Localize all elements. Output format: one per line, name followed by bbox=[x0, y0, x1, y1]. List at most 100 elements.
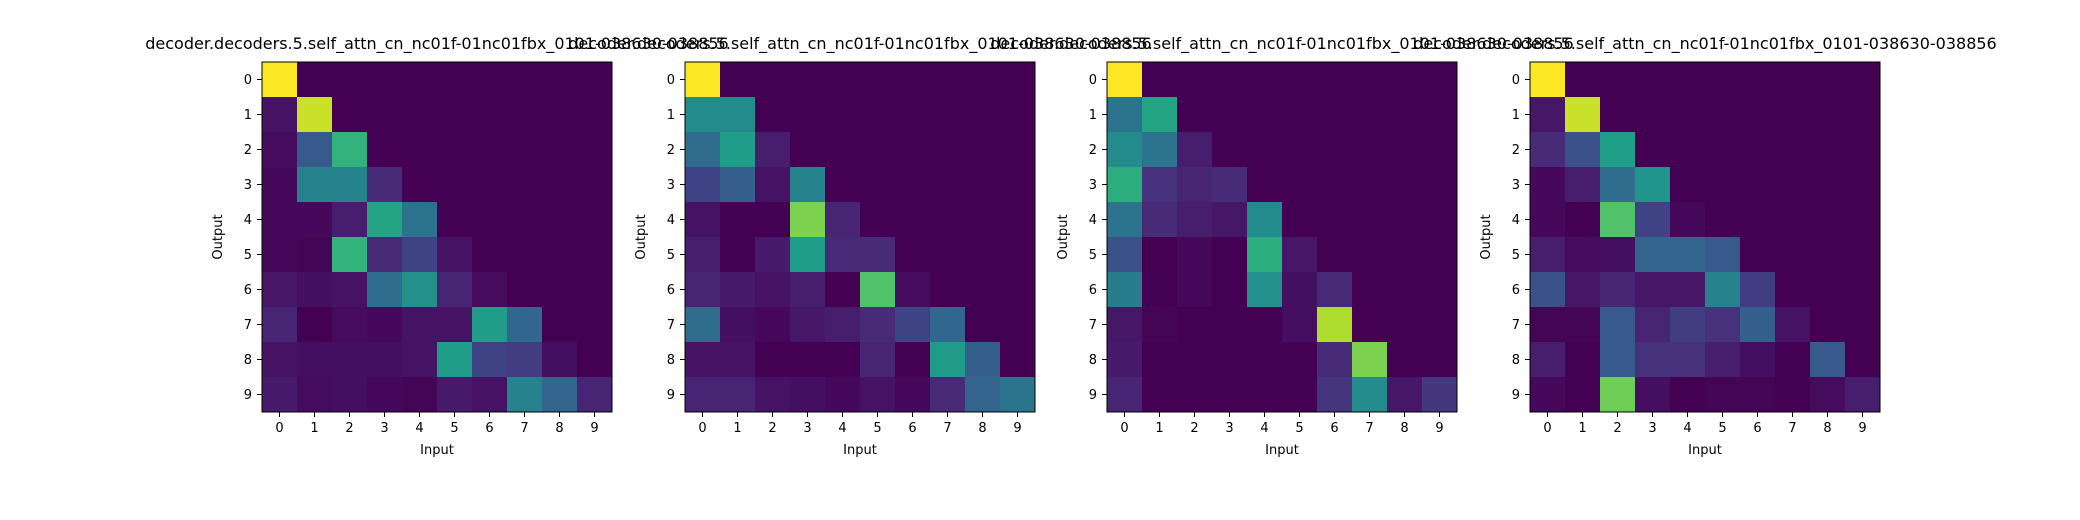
heatmap-cell bbox=[1212, 307, 1248, 343]
heatmap-cell bbox=[825, 202, 861, 238]
y-tick-label: 4 bbox=[1089, 213, 1097, 228]
heatmap-cell bbox=[895, 272, 931, 308]
heatmap-cell bbox=[1705, 202, 1741, 238]
heatmap-cell bbox=[1845, 97, 1881, 133]
x-tick-label: 6 bbox=[1753, 421, 1761, 436]
heatmap-cell bbox=[262, 342, 298, 378]
x-axis-label: Input bbox=[1265, 443, 1299, 458]
heatmap-cell bbox=[930, 167, 966, 203]
heatmap-cell bbox=[1775, 202, 1811, 238]
heatmap-cell bbox=[965, 62, 1001, 98]
heatmap-cell bbox=[965, 97, 1001, 133]
heatmap-cell bbox=[825, 62, 861, 98]
heatmap-cell bbox=[332, 62, 368, 98]
heatmap-cell bbox=[1705, 62, 1741, 98]
panel-title: decoder.decoders.5.self_attn_cn_nc01f-01… bbox=[145, 34, 728, 54]
heatmap-cell bbox=[1282, 97, 1318, 133]
heatmap-cell bbox=[1212, 97, 1248, 133]
heatmap-cell bbox=[1000, 97, 1036, 133]
heatmap-cell bbox=[1775, 307, 1811, 343]
heatmap-cell bbox=[402, 167, 438, 203]
x-tick-label: 6 bbox=[908, 421, 916, 436]
heatmap-cell bbox=[1282, 237, 1318, 273]
x-tick-label: 3 bbox=[803, 421, 811, 436]
heatmap-cell bbox=[472, 62, 508, 98]
y-tick-label: 5 bbox=[1512, 248, 1520, 263]
heatmap-cell bbox=[472, 132, 508, 168]
heatmap-panel-4: 0 1 2 3 4 5 6 7 8 9 0 1 2 3 4 5 6 7 8 9 Input Output decoder.d… bbox=[1413, 34, 1996, 458]
x-tick-label: 2 bbox=[1613, 421, 1621, 436]
heatmap-cell bbox=[1845, 202, 1881, 238]
heatmap-cell bbox=[1530, 307, 1566, 343]
heatmap-cell bbox=[790, 132, 826, 168]
heatmap-cell bbox=[542, 377, 578, 413]
heatmap-cell bbox=[262, 132, 298, 168]
y-tick-label: 2 bbox=[1512, 143, 1520, 158]
x-tick-label: 4 bbox=[415, 421, 423, 436]
heatmap-cell bbox=[790, 377, 826, 413]
heatmap-cell bbox=[402, 202, 438, 238]
y-tick-label: 8 bbox=[667, 353, 675, 368]
heatmap-cell bbox=[1000, 132, 1036, 168]
heatmap-cell bbox=[367, 97, 403, 133]
heatmap-cell bbox=[965, 272, 1001, 308]
heatmap-cell bbox=[297, 237, 333, 273]
heatmap-cell bbox=[507, 377, 543, 413]
heatmap-cell bbox=[1107, 132, 1143, 168]
heatmap-cell bbox=[720, 97, 756, 133]
heatmap-cell bbox=[1810, 132, 1846, 168]
heatmap-cell bbox=[1177, 377, 1213, 413]
heatmap-cell bbox=[1282, 202, 1318, 238]
plot-frame bbox=[684, 61, 1036, 413]
heatmap-cell bbox=[685, 202, 721, 238]
heatmap-cell bbox=[930, 307, 966, 343]
heatmap-cell bbox=[825, 377, 861, 413]
heatmap-cell bbox=[1810, 62, 1846, 98]
heatmap-cell bbox=[507, 62, 543, 98]
heatmap-cell bbox=[1387, 237, 1423, 273]
x-tick-label: 4 bbox=[838, 421, 846, 436]
heatmap-cell bbox=[332, 237, 368, 273]
heatmap-cell bbox=[542, 272, 578, 308]
heatmap-cell bbox=[720, 342, 756, 378]
heatmap-cell bbox=[297, 202, 333, 238]
heatmap-cell bbox=[685, 237, 721, 273]
heatmap-cell bbox=[1775, 237, 1811, 273]
heatmap-cell bbox=[720, 132, 756, 168]
y-tick-label: 5 bbox=[244, 248, 252, 263]
heatmap-cell bbox=[577, 97, 613, 133]
heatmap-cell bbox=[1247, 307, 1283, 343]
heatmap-cell bbox=[1635, 342, 1671, 378]
heatmap-cell bbox=[332, 377, 368, 413]
heatmap-cell bbox=[685, 307, 721, 343]
heatmap-cell bbox=[895, 307, 931, 343]
heatmap-cell bbox=[1530, 377, 1566, 413]
heatmap-cell bbox=[930, 272, 966, 308]
y-tick-label: 2 bbox=[1089, 143, 1097, 158]
heatmap-cell bbox=[1670, 202, 1706, 238]
heatmap-cell bbox=[262, 377, 298, 413]
heatmap-cell bbox=[577, 237, 613, 273]
heatmap-cell bbox=[755, 202, 791, 238]
y-tick-label: 0 bbox=[1089, 73, 1097, 88]
heatmap-cell bbox=[1212, 167, 1248, 203]
heatmap-cell bbox=[1600, 97, 1636, 133]
heatmap-cell bbox=[1282, 342, 1318, 378]
heatmap-cell bbox=[1775, 97, 1811, 133]
heatmap-cell bbox=[825, 237, 861, 273]
x-axis-label: Input bbox=[843, 443, 877, 458]
y-tick-label: 0 bbox=[667, 73, 675, 88]
heatmap-cell bbox=[1565, 237, 1601, 273]
heatmap-cell bbox=[1422, 62, 1458, 98]
heatmap-cell bbox=[1107, 377, 1143, 413]
heatmap-cell bbox=[1317, 307, 1353, 343]
heatmap-cell bbox=[402, 62, 438, 98]
heatmap-cell bbox=[1107, 272, 1143, 308]
heatmap-cell bbox=[1212, 342, 1248, 378]
heatmap-cell bbox=[685, 167, 721, 203]
heatmap-cell bbox=[1600, 202, 1636, 238]
x-tick-label: 9 bbox=[1013, 421, 1021, 436]
x-tick-label: 6 bbox=[485, 421, 493, 436]
heatmap-cell bbox=[1565, 167, 1601, 203]
heatmap-cell bbox=[1670, 272, 1706, 308]
